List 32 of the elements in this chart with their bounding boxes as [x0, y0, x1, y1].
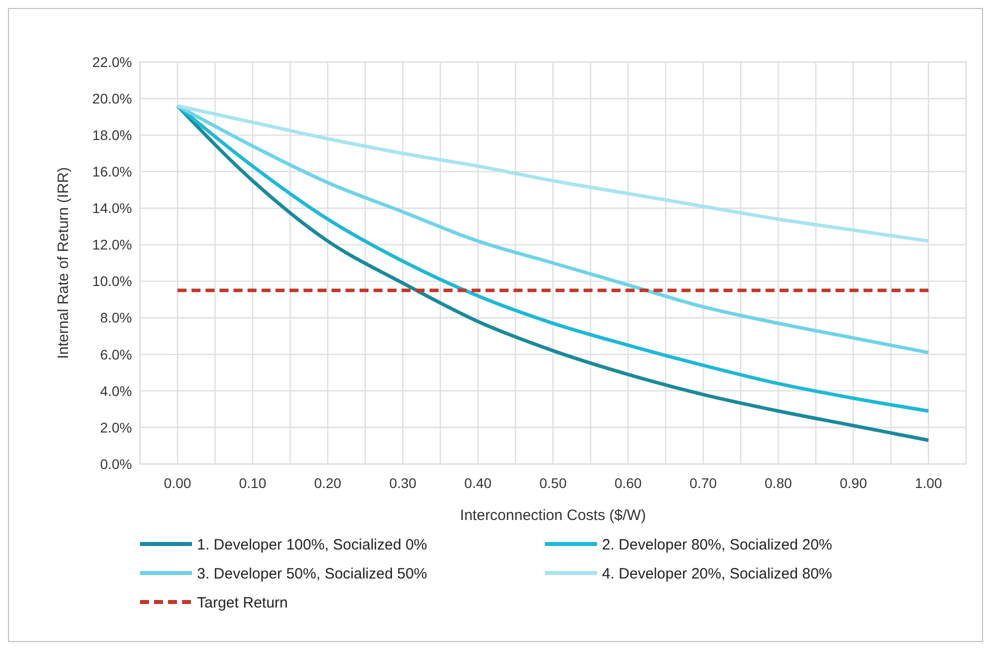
- line-series: [176, 104, 930, 243]
- x-tick-label: 0.30: [389, 475, 417, 491]
- y-tick-label: 20.0%: [92, 90, 132, 106]
- x-tick-label: 0.40: [464, 475, 492, 491]
- x-tick-label: 0.20: [314, 475, 342, 491]
- line-series: [176, 104, 930, 354]
- x-tick-label: 0.80: [764, 475, 792, 491]
- y-tick-label: 14.0%: [92, 200, 132, 216]
- x-tick-label: 0.00: [164, 475, 192, 491]
- y-tick-label: 8.0%: [100, 310, 132, 326]
- x-tick-label: 0.60: [614, 475, 642, 491]
- y-tick-label: 0.0%: [100, 456, 132, 472]
- y-tick-label: 4.0%: [100, 382, 132, 399]
- legend-label: Target Return: [197, 594, 288, 612]
- legend-label: 1. Developer 100%, Socialized 0%: [197, 536, 428, 554]
- x-tick-label: 0.90: [840, 475, 868, 491]
- x-tick-label: 0.70: [690, 475, 718, 491]
- x-tick-label: 0.50: [539, 475, 567, 491]
- x-tick-label: 1.00: [914, 475, 942, 491]
- y-tick-label: 6.0%: [100, 346, 132, 362]
- y-axis-title: Internal Rate of Return (IRR): [55, 167, 72, 359]
- x-axis-title: Interconnection Costs ($/W): [460, 507, 646, 524]
- x-tick-label: 0.10: [239, 475, 266, 491]
- legend-label: 3. Developer 50%, Socialized 50%: [197, 565, 428, 582]
- legend-label: 4. Developer 20%, Socialized 80%: [602, 565, 832, 582]
- y-tick-label: 2.0%: [100, 419, 132, 436]
- y-tick-label: 10.0%: [92, 273, 132, 290]
- y-tick-label: 12.0%: [92, 236, 132, 253]
- legend-label: 2. Developer 80%, Socialized 20%: [602, 536, 832, 554]
- y-tick-label: 18.0%: [92, 126, 132, 143]
- y-tick-label: 16.0%: [92, 164, 132, 180]
- y-tick-label: 22.0%: [92, 54, 132, 70]
